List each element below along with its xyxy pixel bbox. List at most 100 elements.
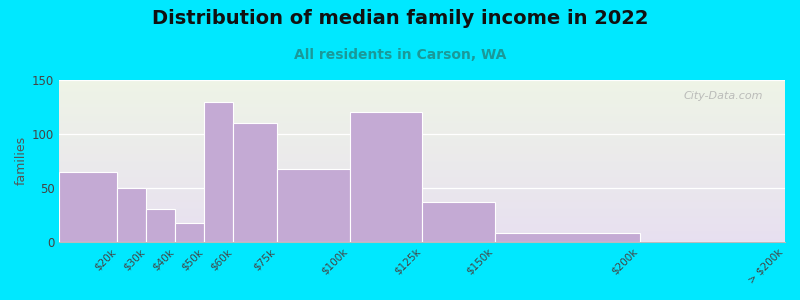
Bar (59, 122, 785, 123)
Bar (59, 138, 785, 139)
Bar (59, 161, 785, 162)
Bar (59, 229, 785, 230)
Bar (59, 152, 785, 153)
Bar (59, 163, 785, 164)
Bar (59, 204, 785, 205)
Bar (422, 202, 494, 242)
Bar (59, 84, 785, 85)
Bar (59, 125, 785, 126)
Bar (59, 92, 785, 93)
Bar (59, 136, 785, 137)
Bar (59, 184, 785, 185)
Bar (59, 102, 785, 103)
Bar (59, 98, 785, 99)
Bar (59, 236, 785, 237)
Bar (59, 91, 785, 92)
Bar (59, 105, 785, 106)
Bar (59, 206, 785, 207)
Bar (59, 143, 785, 144)
Text: Distribution of median family income in 2022: Distribution of median family income in … (152, 9, 648, 28)
Bar (59, 209, 785, 210)
Bar (59, 117, 785, 118)
Bar (59, 157, 785, 158)
Bar (59, 116, 785, 117)
Bar (59, 110, 785, 111)
Bar (59, 88, 785, 89)
Bar (59, 232, 785, 233)
Bar (59, 129, 785, 130)
Bar (59, 87, 785, 88)
Bar (494, 233, 640, 242)
Bar (59, 223, 785, 224)
Bar (59, 205, 785, 206)
Bar (59, 173, 785, 174)
Bar (59, 131, 785, 132)
Bar (59, 150, 785, 151)
Bar (59, 210, 785, 211)
Bar (59, 220, 785, 221)
Bar (59, 237, 785, 238)
Bar (59, 241, 785, 242)
Bar (59, 197, 785, 198)
Bar (59, 179, 785, 180)
Bar (59, 212, 785, 213)
Bar (59, 182, 785, 183)
Text: All residents in Carson, WA: All residents in Carson, WA (294, 48, 506, 62)
Bar (59, 135, 785, 136)
Bar (59, 133, 785, 134)
Bar (59, 149, 785, 150)
Bar (59, 231, 785, 232)
Bar (59, 82, 785, 83)
Bar (59, 224, 785, 225)
Bar (59, 106, 785, 107)
Bar (59, 177, 785, 178)
Bar (59, 100, 785, 101)
Bar (59, 160, 785, 161)
Bar (59, 95, 785, 96)
Bar (59, 215, 785, 216)
Bar (59, 86, 785, 87)
Bar (59, 172, 118, 242)
Bar (59, 153, 785, 154)
Bar (59, 142, 785, 143)
Bar (59, 155, 785, 156)
Bar (59, 187, 785, 188)
Bar (59, 81, 785, 82)
Bar (59, 221, 785, 222)
Bar (59, 234, 785, 235)
Bar (59, 165, 785, 166)
Bar (59, 141, 785, 142)
Bar (59, 190, 785, 191)
Text: City-Data.com: City-Data.com (684, 91, 763, 101)
Bar (59, 127, 785, 128)
Bar (59, 195, 785, 196)
Bar (59, 112, 785, 113)
Bar (59, 109, 785, 110)
Bar (59, 132, 785, 133)
Bar (59, 80, 785, 81)
Bar (59, 211, 785, 212)
Bar (59, 170, 785, 171)
Bar (59, 169, 785, 170)
Bar (59, 167, 785, 168)
Bar (59, 111, 785, 112)
Bar (59, 103, 785, 104)
Bar (59, 238, 785, 239)
Bar (59, 166, 785, 167)
Bar (59, 200, 785, 201)
Bar (59, 158, 785, 159)
Bar (59, 145, 785, 146)
Bar (59, 240, 785, 241)
Bar (59, 172, 785, 173)
Bar (118, 188, 146, 242)
Bar (59, 219, 785, 220)
Bar (59, 101, 785, 102)
Bar (59, 83, 785, 84)
Bar (59, 154, 785, 155)
Bar (59, 168, 785, 169)
Bar (59, 193, 785, 194)
Bar (59, 186, 785, 187)
Bar (59, 239, 785, 240)
Bar (59, 194, 785, 195)
Bar (59, 228, 785, 229)
